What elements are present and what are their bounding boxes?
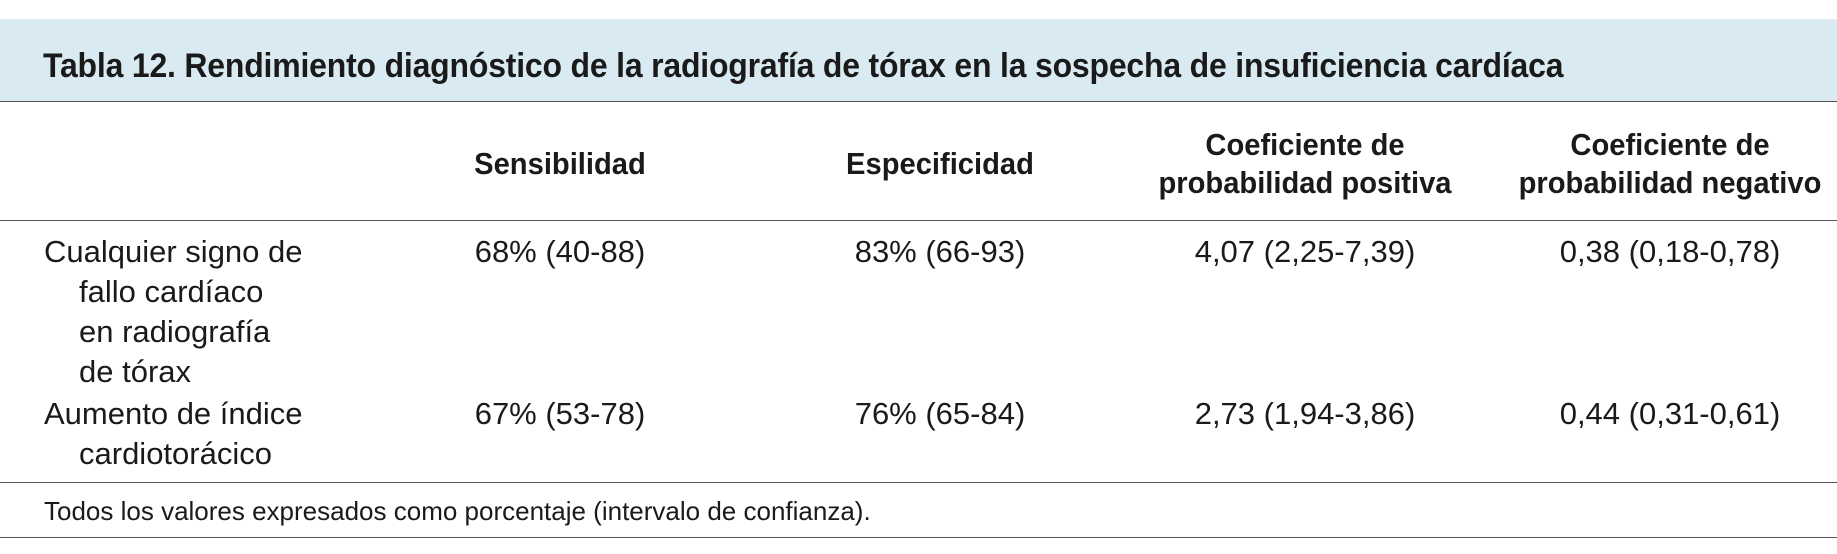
- cell-coef-positiva: 4,07 (2,25-7,39): [1194, 234, 1416, 269]
- row-label-indice-cardiotoracico: Aumento de índice cardiotorácico: [44, 394, 303, 474]
- cell-sensibilidad: 68% (40-88): [474, 234, 646, 269]
- header-coef-positiva-line2: probabilidad positiva: [1158, 165, 1452, 200]
- table-title: Tabla 12. Rendimiento diagnóstico de la …: [43, 47, 1564, 85]
- cell-coef-positiva: 2,73 (1,94-3,86): [1194, 396, 1416, 431]
- row-label-signo-fallo: Cualquier signo de fallo cardíaco en rad…: [44, 232, 303, 392]
- header-coef-negativo-line1: Coeficiente de: [1570, 127, 1770, 162]
- row-label-line: en radiografía: [79, 314, 271, 349]
- title-bottom-rule: [0, 101, 1837, 102]
- footnote-bottom-rule: [0, 537, 1837, 538]
- header-coef-positiva-line1: Coeficiente de: [1205, 127, 1405, 162]
- row-label-line: Aumento de índice: [44, 396, 303, 431]
- header-especificidad: Especificidad: [846, 146, 1034, 181]
- header-bottom-rule: [0, 220, 1837, 221]
- row-label-line: de tórax: [79, 354, 192, 389]
- cell-especificidad: 76% (65-84): [854, 396, 1026, 431]
- body-bottom-rule: [0, 482, 1837, 483]
- header-coef-negativo: Coeficiente de probabilidad negativo: [1510, 126, 1830, 202]
- cell-coef-negativo: 0,38 (0,18-0,78): [1559, 234, 1781, 269]
- cell-coef-negativo: 0,44 (0,31-0,61): [1559, 396, 1781, 431]
- header-coef-positiva: Coeficiente de probabilidad positiva: [1141, 126, 1470, 202]
- row-label-line: Cualquier signo de: [44, 234, 303, 269]
- cell-sensibilidad: 67% (53-78): [474, 396, 646, 431]
- cell-especificidad: 83% (66-93): [854, 234, 1026, 269]
- row-label-line: cardiotorácico: [79, 436, 272, 471]
- table-footnote: Todos los valores expresados como porcen…: [44, 496, 871, 526]
- table-title-bar: [0, 19, 1837, 101]
- header-sensibilidad: Sensibilidad: [474, 146, 646, 181]
- header-coef-negativo-line2: probabilidad negativo: [1518, 165, 1822, 200]
- row-label-line: fallo cardíaco: [79, 274, 264, 309]
